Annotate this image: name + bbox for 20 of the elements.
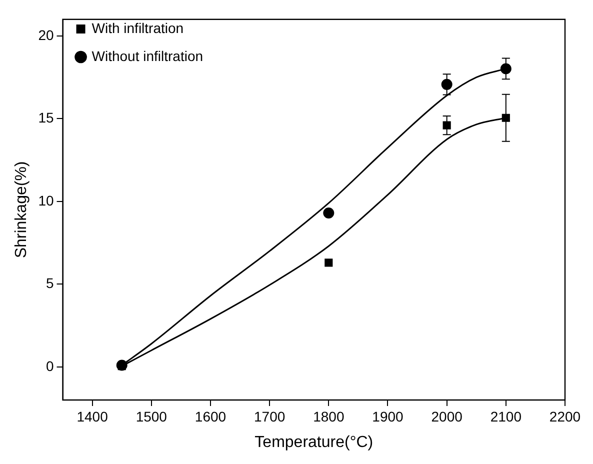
x-axis-title: Temperature(°C) <box>254 434 374 451</box>
x-tick-label: 2000 <box>431 408 463 424</box>
x-tick-label: 2100 <box>490 408 522 424</box>
legend-label: Without infiltration <box>92 48 204 64</box>
y-axis-title: Shrinkage(%) <box>13 161 30 258</box>
y-tick-label: 5 <box>46 275 54 292</box>
x-tick-label: 1600 <box>194 408 226 424</box>
x-tick-label: 1500 <box>136 408 168 424</box>
y-tick-label: 20 <box>38 26 54 43</box>
point <box>324 258 333 267</box>
x-tick-label: 1900 <box>372 408 404 424</box>
y-tick-label: 15 <box>38 110 54 126</box>
x-tick-label: 1800 <box>313 408 344 424</box>
y-tick-label: 10 <box>38 192 54 208</box>
y-tick-label: 0 <box>46 358 54 374</box>
point <box>323 208 334 219</box>
x-tick-label: 1400 <box>76 408 108 424</box>
x-tick-label: 2200 <box>549 408 581 424</box>
x-tick-label: 1700 <box>254 408 286 424</box>
legend-label: With infiltration <box>92 20 184 36</box>
